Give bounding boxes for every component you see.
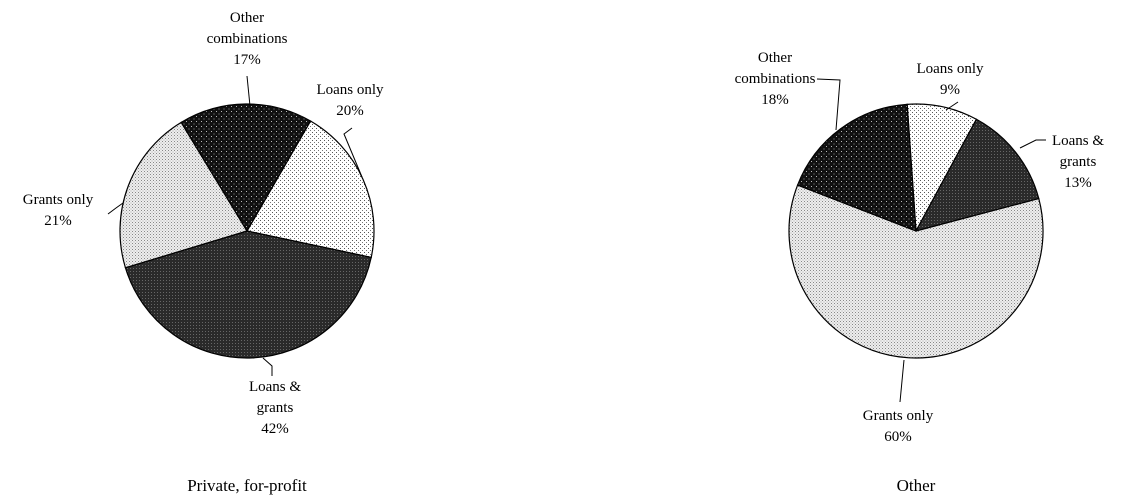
chart-title: Private, for-profit <box>187 476 307 495</box>
slice-value: 20% <box>336 103 364 119</box>
chart-title: Other <box>896 476 936 495</box>
pie-slice <box>246 120 375 259</box>
leader-line <box>945 101 959 111</box>
slice-value: 21% <box>44 213 72 229</box>
slice-name: Grants only <box>22 192 94 208</box>
pie-slice <box>180 103 312 233</box>
slice-value: 17% <box>233 52 261 68</box>
leader-line <box>816 78 841 131</box>
slice-value: 9% <box>940 82 960 98</box>
slice-name: Other combinations <box>206 10 288 47</box>
slice-value: 60% <box>884 429 912 445</box>
pie-slice <box>119 121 248 269</box>
pie-slice <box>796 103 917 232</box>
pie-slice <box>788 184 1044 359</box>
slice-name: Loans & grants <box>248 379 302 416</box>
leader-line <box>1019 139 1046 149</box>
slice-value: 18% <box>761 92 789 108</box>
leader-line <box>262 357 273 376</box>
leader-line <box>343 127 363 178</box>
slice-name: Other combinations <box>734 50 816 87</box>
leader-line <box>899 359 905 403</box>
slice-name: Loans & grants <box>1051 133 1105 170</box>
slice-value: 42% <box>261 421 289 437</box>
slice-name: Grants only <box>862 408 934 424</box>
leader-line <box>107 202 124 215</box>
slice-name: Loans only <box>916 61 984 77</box>
slice-name: Loans only <box>316 82 384 98</box>
leader-line <box>246 75 251 107</box>
pie-slice <box>914 118 1040 232</box>
pie-slice <box>124 230 372 359</box>
slice-value: 13% <box>1064 175 1092 191</box>
